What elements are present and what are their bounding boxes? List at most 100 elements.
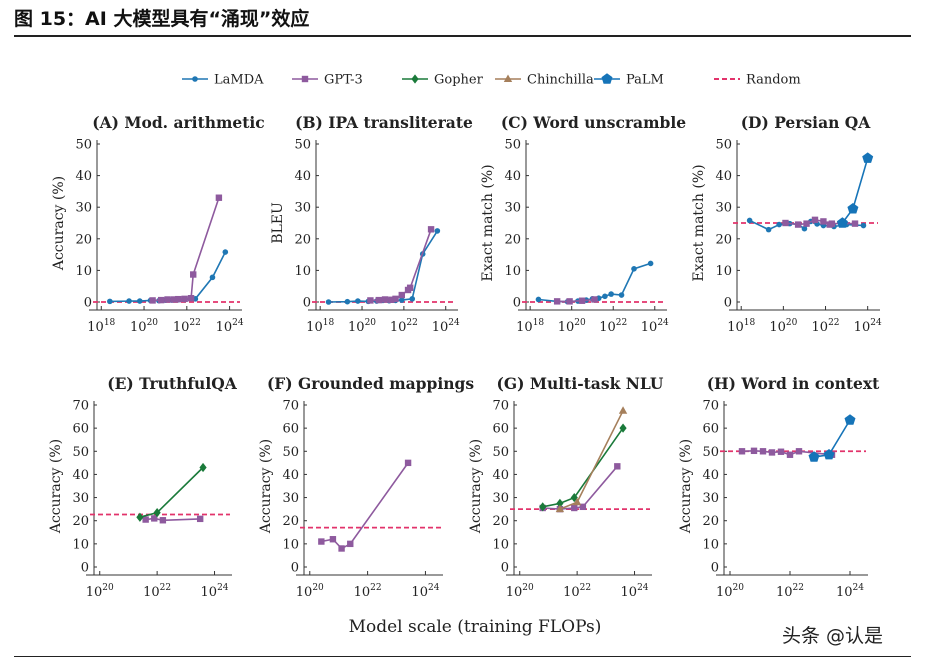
series-line xyxy=(559,410,624,510)
data-point xyxy=(614,463,621,470)
legend-label: Chinchilla xyxy=(527,73,594,88)
y-tick-label: 50 xyxy=(715,138,732,153)
x-tick-label: 1020 xyxy=(506,583,534,600)
x-tick-label: 1022 xyxy=(143,583,171,600)
y-tick-label: 60 xyxy=(72,422,89,437)
y-tick-label: 0 xyxy=(81,561,89,576)
legend-item-gpt-3: GPT-3 xyxy=(292,73,363,88)
data-point xyxy=(782,219,789,227)
y-tick-label: 20 xyxy=(72,514,89,529)
x-tick-label: 1024 xyxy=(836,583,864,600)
series-line xyxy=(145,517,201,522)
x-tick-label: 1018 xyxy=(306,318,334,335)
data-point xyxy=(618,292,625,298)
y-tick-label: 20 xyxy=(282,514,299,529)
series-palm xyxy=(836,152,874,228)
series-chinchilla xyxy=(555,406,628,513)
panel-title: (G) Multi-task NLU xyxy=(497,374,664,393)
x-tick-label: 1020 xyxy=(348,318,376,335)
data-point xyxy=(566,298,573,305)
data-point xyxy=(811,216,819,224)
data-point xyxy=(759,448,767,455)
data-point xyxy=(738,448,746,455)
y-tick-label: 30 xyxy=(492,491,509,506)
panel-title: (E) TruthfulQA xyxy=(107,374,237,393)
data-point xyxy=(535,296,542,303)
y-tick-label: 60 xyxy=(492,422,509,437)
x-tick-label: 1020 xyxy=(558,318,586,335)
x-tick-label: 1024 xyxy=(641,318,669,335)
bottom-rule xyxy=(14,656,911,657)
data-point xyxy=(631,266,637,272)
data-point xyxy=(427,226,435,233)
y-tick-label: 40 xyxy=(75,169,92,184)
series-line xyxy=(328,230,439,303)
data-point xyxy=(555,504,565,513)
data-point xyxy=(572,497,582,506)
panel-title: (B) IPA transliterate xyxy=(295,113,473,132)
y-tick-label: 40 xyxy=(72,468,89,483)
x-tick-label: 1018 xyxy=(516,318,544,335)
data-point xyxy=(107,298,113,305)
data-point xyxy=(808,451,820,462)
data-point xyxy=(325,299,332,305)
series-line xyxy=(321,462,409,550)
y-tick-label: 30 xyxy=(702,491,719,506)
y-tick-label: 70 xyxy=(72,399,89,414)
y-axis-label: BLEU xyxy=(270,202,286,244)
y-tick-label: 50 xyxy=(492,445,509,460)
y-tick-label: 0 xyxy=(711,561,719,576)
y-axis-label: Accuracy (%) xyxy=(51,176,67,271)
data-point xyxy=(602,293,608,300)
data-point xyxy=(786,451,794,458)
y-tick-label: 10 xyxy=(75,264,92,279)
data-point xyxy=(409,296,416,302)
y-tick-label: 20 xyxy=(75,232,92,247)
y-tick-label: 20 xyxy=(492,514,509,529)
series-line xyxy=(370,229,432,302)
y-tick-label: 10 xyxy=(72,537,89,552)
panel-title: (H) Word in context xyxy=(707,374,880,393)
y-axis-label: Exact match (%) xyxy=(691,164,707,281)
data-point xyxy=(142,516,149,523)
data-point xyxy=(318,538,325,545)
x-tick-label: 1022 xyxy=(776,583,804,600)
y-tick-label: 60 xyxy=(702,422,719,437)
x-tick-label: 1020 xyxy=(296,583,324,600)
data-point xyxy=(367,297,374,304)
data-point xyxy=(209,274,216,281)
series-gopher xyxy=(539,423,627,512)
data-point xyxy=(222,249,229,255)
y-tick-label: 10 xyxy=(282,537,299,552)
data-point xyxy=(149,297,156,304)
data-point xyxy=(777,448,785,455)
panel-title: (C) Word unscramble xyxy=(501,113,686,132)
y-tick-label: 20 xyxy=(702,514,719,529)
data-point xyxy=(338,545,345,552)
data-point xyxy=(392,295,399,303)
data-point xyxy=(196,515,204,523)
data-point xyxy=(768,449,776,456)
legend-marker xyxy=(192,76,198,82)
y-tick-label: 50 xyxy=(504,138,521,153)
data-point xyxy=(765,226,772,233)
legend-label: GPT-3 xyxy=(324,73,363,88)
data-point xyxy=(539,502,547,512)
y-tick-label: 10 xyxy=(294,264,311,279)
series-palm xyxy=(808,414,856,462)
y-tick-label: 0 xyxy=(291,561,299,576)
data-point xyxy=(619,423,627,433)
y-tick-label: 70 xyxy=(282,399,299,414)
y-tick-label: 40 xyxy=(492,468,509,483)
data-point xyxy=(175,295,182,303)
series-gpt-3 xyxy=(367,226,435,304)
data-point xyxy=(136,512,144,522)
y-tick-label: 10 xyxy=(715,264,732,279)
data-point xyxy=(608,291,614,297)
y-tick-label: 40 xyxy=(702,468,719,483)
data-point xyxy=(862,152,874,163)
